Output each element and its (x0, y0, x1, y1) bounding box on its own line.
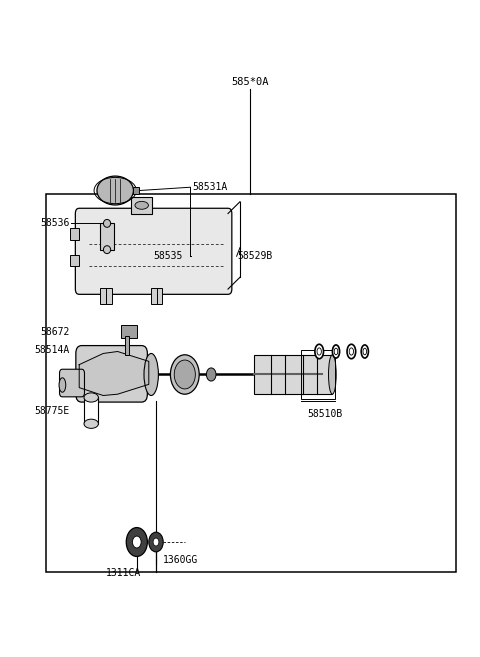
Ellipse shape (59, 378, 66, 392)
Ellipse shape (84, 393, 98, 402)
Ellipse shape (104, 246, 110, 254)
Bar (100, 223, 114, 250)
Bar (254, 355, 332, 394)
Bar (133, 187, 139, 194)
Ellipse shape (315, 344, 324, 359)
FancyBboxPatch shape (75, 208, 232, 294)
Polygon shape (79, 351, 149, 396)
Circle shape (153, 538, 159, 546)
Text: 58775E: 58775E (35, 405, 70, 416)
Circle shape (149, 532, 163, 552)
Ellipse shape (97, 176, 133, 205)
Ellipse shape (328, 355, 336, 394)
Bar (70, 254, 79, 267)
FancyBboxPatch shape (121, 325, 137, 338)
Circle shape (170, 355, 199, 394)
FancyBboxPatch shape (60, 369, 84, 397)
Text: 58510B: 58510B (307, 409, 342, 419)
Text: 1311CA: 1311CA (106, 568, 141, 578)
Text: 58531A: 58531A (192, 182, 227, 193)
Ellipse shape (144, 353, 158, 396)
Bar (46, 194, 456, 572)
Bar (70, 228, 79, 240)
Text: 1360GG: 1360GG (163, 555, 198, 565)
Circle shape (132, 536, 141, 548)
Text: 58529B: 58529B (238, 251, 273, 261)
Text: 585*0A: 585*0A (231, 77, 268, 87)
Ellipse shape (84, 419, 98, 428)
Text: 58535: 58535 (153, 251, 182, 261)
FancyBboxPatch shape (76, 346, 147, 402)
Text: 58514A: 58514A (35, 344, 70, 355)
Bar (84, 397, 98, 424)
Bar (125, 336, 129, 355)
Bar (301, 350, 335, 399)
Circle shape (206, 368, 216, 381)
Bar (151, 288, 162, 304)
Text: 58672: 58672 (40, 327, 70, 337)
Circle shape (126, 528, 147, 556)
Ellipse shape (361, 345, 369, 358)
Bar (131, 197, 153, 214)
Ellipse shape (347, 344, 356, 359)
Ellipse shape (332, 345, 340, 358)
Bar (100, 288, 112, 304)
Ellipse shape (104, 219, 110, 227)
Text: 58536: 58536 (40, 218, 70, 229)
Circle shape (174, 360, 195, 389)
Ellipse shape (135, 201, 148, 209)
